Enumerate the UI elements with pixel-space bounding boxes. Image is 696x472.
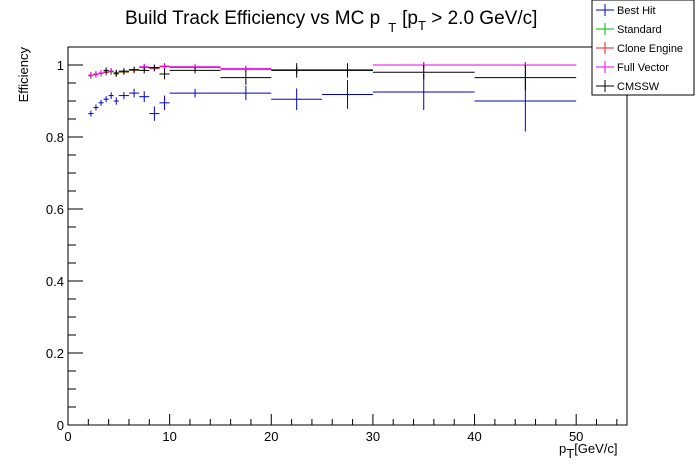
data-point <box>139 67 150 74</box>
y-tick-label: 0.4 <box>46 274 64 289</box>
legend-item-full-vector: Full Vector <box>596 61 669 74</box>
legend-label: CMSSW <box>617 81 660 93</box>
data-point <box>149 64 160 71</box>
data-point <box>93 104 99 111</box>
data-point <box>372 74 475 110</box>
data-point <box>271 88 323 110</box>
legend-item-best-hit: Best Hit <box>596 4 656 17</box>
x-tick-label: 40 <box>467 429 481 444</box>
data-point <box>103 67 109 74</box>
x-tick-label: 50 <box>569 429 583 444</box>
data-point <box>159 63 170 70</box>
y-tick-label: 0.2 <box>46 346 64 361</box>
legend-item-cmssw: CMSSW <box>596 80 660 93</box>
data-point <box>113 69 119 76</box>
series-best-hit <box>88 70 577 132</box>
x-axis-title: pT[GeV/c] <box>559 441 618 461</box>
x-tick-label: 20 <box>264 429 278 444</box>
data-point <box>118 68 129 75</box>
y-axis-title: Efficiency <box>16 47 31 103</box>
data-point <box>98 69 104 76</box>
legend-label: Best Hit <box>617 5 656 17</box>
data-point <box>108 92 114 99</box>
chart-title: Build Track Efficiency vs MC p T [pT > 2.0… <box>125 8 537 35</box>
data-point <box>108 68 114 75</box>
x-tick-label: 0 <box>64 429 71 444</box>
x-tick-labels: 0 10 20 30 40 50 <box>64 429 583 444</box>
legend-label: Standard <box>617 24 662 36</box>
data-point <box>169 88 221 98</box>
axis-ticks <box>67 46 618 426</box>
y-tick-label: 1 <box>57 58 64 73</box>
legend-item-standard: Standard <box>596 23 662 36</box>
y-tick-label: 0.8 <box>46 130 64 145</box>
data-point <box>88 72 94 79</box>
data-point <box>98 99 104 106</box>
legend-label: Full Vector <box>617 62 669 74</box>
x-tick-label: 10 <box>162 429 176 444</box>
data-point <box>169 67 221 74</box>
data-point <box>139 91 150 103</box>
data-point <box>128 66 140 73</box>
data-series <box>88 62 577 132</box>
data-point <box>220 70 272 85</box>
plot-frame <box>67 46 628 426</box>
y-tick-label: 0 <box>57 418 64 433</box>
data-point <box>372 65 475 80</box>
legend: Best Hit Standard Clone Engine Full Vector C… <box>591 0 695 96</box>
y-tick-label: 0.6 <box>46 202 64 217</box>
data-point <box>103 96 109 103</box>
data-point <box>113 97 119 105</box>
data-point <box>220 85 272 101</box>
data-point <box>322 80 373 109</box>
series-cmssw <box>103 63 577 91</box>
data-point <box>159 95 170 110</box>
legend-label: Clone Engine <box>617 43 683 55</box>
data-point <box>322 63 373 78</box>
data-point <box>88 110 94 117</box>
legend-item-clone-engine: Clone Engine <box>596 42 683 55</box>
x-tick-label: 30 <box>366 429 380 444</box>
data-point <box>159 68 170 80</box>
data-point <box>128 88 140 98</box>
data-point <box>271 63 323 78</box>
data-point <box>474 65 577 91</box>
y-tick-labels: 0 0.2 0.4 0.6 0.8 1 <box>46 58 64 433</box>
data-point <box>118 92 129 100</box>
data-point <box>93 71 99 77</box>
data-point <box>149 106 160 121</box>
